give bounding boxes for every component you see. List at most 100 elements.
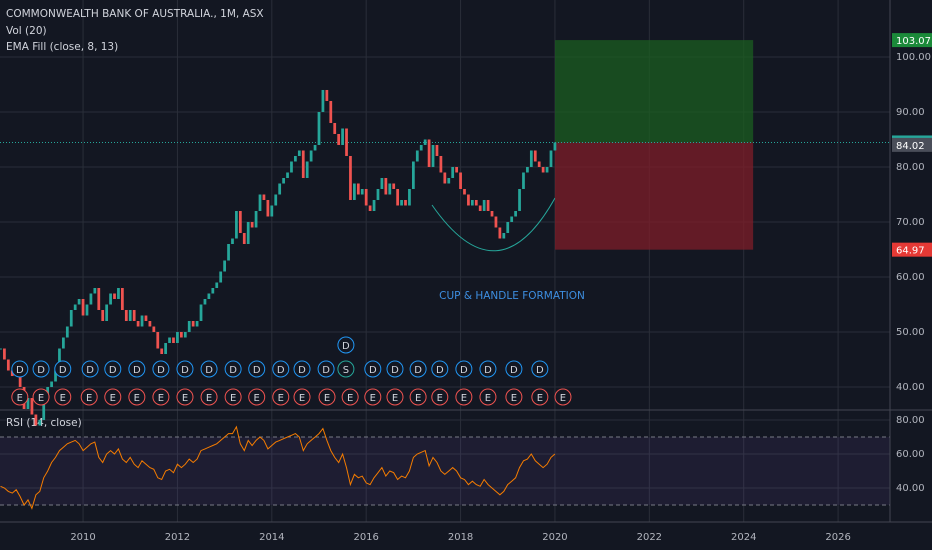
earnings-label: E [134, 393, 140, 404]
candle [341, 128, 344, 145]
earnings: E [554, 388, 572, 406]
dividend-label: D [436, 365, 444, 376]
dividend-circle [409, 360, 427, 378]
candle [282, 177, 285, 184]
candle [242, 232, 246, 244]
candle [168, 337, 171, 344]
split: S [337, 360, 355, 378]
dividend: D [224, 360, 242, 378]
candle [203, 299, 207, 305]
dividend-label: D [342, 341, 350, 352]
candle [77, 299, 81, 305]
candle [494, 216, 498, 228]
dividend: D [200, 360, 218, 378]
dividend: D [337, 336, 355, 354]
earnings-circle [455, 388, 473, 406]
dividend: D [386, 360, 404, 378]
candle [514, 210, 517, 217]
candle [140, 315, 144, 327]
x-tick-label: 2014 [259, 532, 284, 543]
candle [10, 370, 14, 377]
candle [411, 161, 415, 189]
x-tick-label: 2016 [353, 532, 378, 543]
x-tick-label: 2020 [542, 532, 567, 543]
earnings: E [176, 388, 194, 406]
candle [396, 188, 400, 206]
candle [451, 166, 455, 178]
candle [435, 144, 439, 156]
earnings-label: E [158, 393, 164, 404]
dividend-circle [317, 360, 335, 378]
indicator-label: Vol (20) [6, 25, 47, 37]
dividend-circle [152, 360, 170, 378]
candle [349, 155, 352, 200]
dividend-circle [531, 360, 549, 378]
dividend: D [11, 360, 29, 378]
candle [227, 243, 230, 261]
candle [384, 177, 388, 195]
candle [502, 232, 506, 239]
earnings-circle [104, 388, 122, 406]
candle [164, 343, 168, 355]
earnings-circle [318, 388, 336, 406]
candle [231, 238, 234, 244]
candle [329, 100, 333, 123]
candle [113, 293, 116, 300]
earnings: E [318, 388, 336, 406]
earnings-circle [152, 388, 170, 406]
candle [553, 142, 557, 151]
earnings-label: E [254, 393, 260, 404]
earnings-label: E [230, 393, 236, 404]
candle [400, 199, 403, 206]
dividend-label: D [391, 365, 399, 376]
dividend-label: D [510, 365, 518, 376]
candle [270, 205, 274, 217]
dividend-circle [176, 360, 194, 378]
candle [360, 188, 364, 195]
candle [85, 304, 89, 316]
x-tick-label: 2018 [448, 532, 473, 543]
price-tag-label: 84.02 [896, 141, 925, 152]
price-tag-label: 64.97 [896, 246, 925, 257]
candle [89, 293, 93, 305]
dividend-label: D [109, 365, 117, 376]
dividend-circle [386, 360, 404, 378]
dividend-circle [337, 336, 355, 354]
candle [380, 177, 384, 189]
earnings: E [54, 388, 72, 406]
candle [427, 139, 431, 167]
earnings-circle [32, 388, 50, 406]
dividend-circle [200, 360, 218, 378]
earnings-label: E [299, 393, 305, 404]
earnings-circle [386, 388, 404, 406]
earnings: E [152, 388, 170, 406]
price-tag [892, 242, 932, 257]
candle [219, 271, 223, 283]
earnings-label: E [206, 393, 212, 404]
candle [105, 304, 109, 322]
candle [294, 155, 297, 162]
candle [120, 288, 124, 311]
dividend: D [531, 360, 549, 378]
earnings: E [128, 388, 146, 406]
dividend: D [293, 360, 311, 378]
y-tick-label: 60.00 [896, 272, 925, 283]
candle [290, 161, 293, 173]
candle [6, 359, 10, 371]
candle [533, 150, 537, 162]
candle [109, 293, 112, 305]
x-tick-label: 2022 [637, 532, 662, 543]
dividend: D [128, 360, 146, 378]
annotation: CUP & HANDLE FORMATION [439, 290, 585, 302]
rsi-tick-label: 40.00 [896, 483, 925, 494]
candle [0, 348, 2, 350]
earnings-label: E [415, 393, 421, 404]
dividend-label: D [181, 365, 189, 376]
candle [211, 288, 215, 294]
indicator-label: EMA Fill (close, 8, 13) [6, 41, 118, 53]
candle [258, 194, 262, 211]
candle [81, 299, 85, 316]
candle [388, 183, 392, 195]
earnings-label: E [60, 393, 66, 404]
